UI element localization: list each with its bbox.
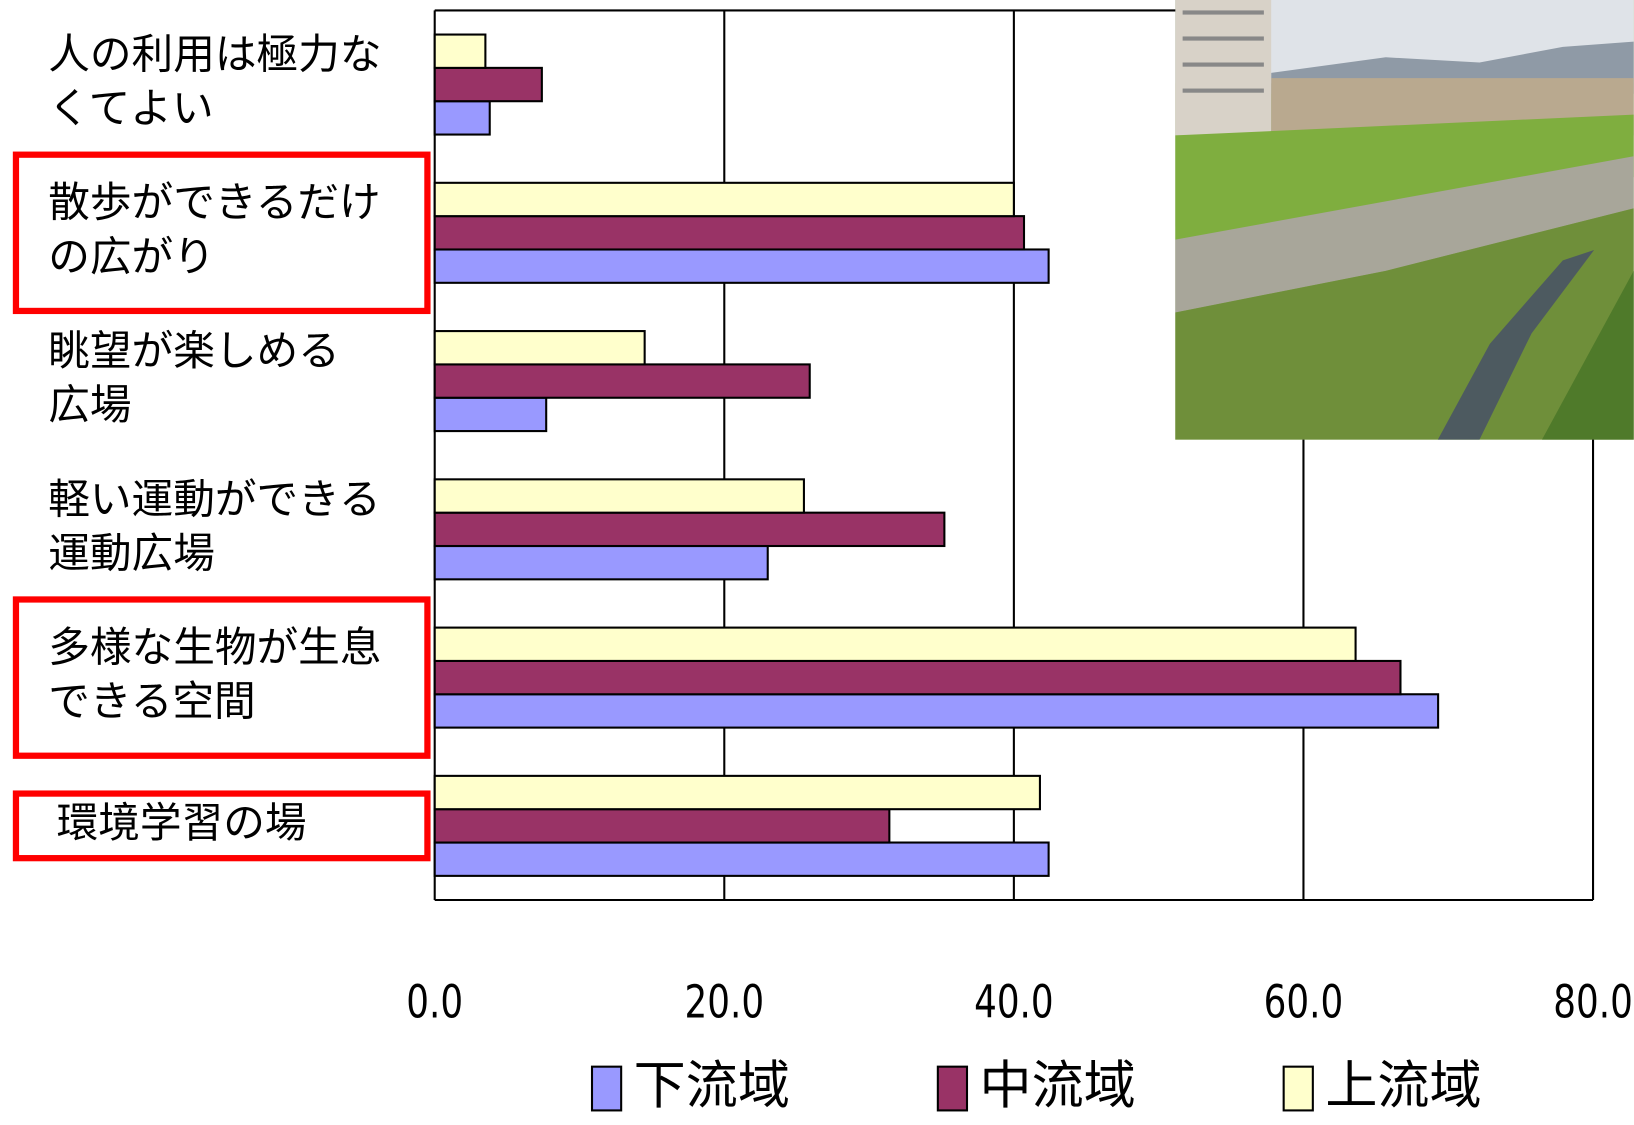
bar bbox=[433, 841, 1050, 877]
highlight-box bbox=[12, 596, 431, 759]
bar bbox=[433, 330, 646, 366]
x-tick-label: 0.0 bbox=[406, 975, 463, 1029]
legend-swatch bbox=[936, 1065, 969, 1112]
category-label: 散歩ができるだけの広がり bbox=[48, 178, 380, 281]
highlight-box bbox=[12, 790, 431, 862]
legend-label: 上流域 bbox=[1325, 1057, 1481, 1117]
legend-label: 下流域 bbox=[634, 1057, 790, 1117]
bar bbox=[433, 396, 548, 433]
bar bbox=[433, 215, 1026, 251]
bar bbox=[433, 66, 543, 103]
x-tick-label: 60.0 bbox=[1264, 975, 1344, 1029]
legend-swatch bbox=[590, 1065, 623, 1112]
legend-swatch bbox=[1282, 1065, 1314, 1112]
bar bbox=[433, 100, 491, 136]
highlight-box bbox=[12, 151, 431, 315]
bar bbox=[433, 363, 811, 399]
bar bbox=[433, 248, 1050, 284]
bar bbox=[433, 808, 891, 844]
bar bbox=[433, 544, 769, 581]
bar bbox=[433, 626, 1357, 662]
category-label: 軽い運動ができる運動広場 bbox=[48, 474, 380, 577]
bar bbox=[433, 478, 805, 514]
category-label: 人の利用は極力なくてよい bbox=[48, 29, 381, 132]
bar bbox=[433, 33, 487, 69]
category-label: 環境学習の場 bbox=[57, 798, 307, 847]
bar bbox=[433, 774, 1041, 811]
legend-label: 中流域 bbox=[980, 1057, 1136, 1117]
category-label: 眺望が楽しめる広場 bbox=[48, 326, 340, 429]
x-tick-label: 20.0 bbox=[684, 975, 764, 1029]
bar bbox=[433, 659, 1402, 696]
photo bbox=[1175, 0, 1634, 440]
category-label: 多様な生物が生息できる空間 bbox=[48, 623, 381, 726]
bar bbox=[433, 181, 1015, 218]
bar bbox=[433, 511, 946, 548]
bar bbox=[433, 693, 1440, 729]
x-tick-label: 40.0 bbox=[974, 975, 1054, 1029]
x-tick-label: 80.0 bbox=[1553, 975, 1633, 1029]
